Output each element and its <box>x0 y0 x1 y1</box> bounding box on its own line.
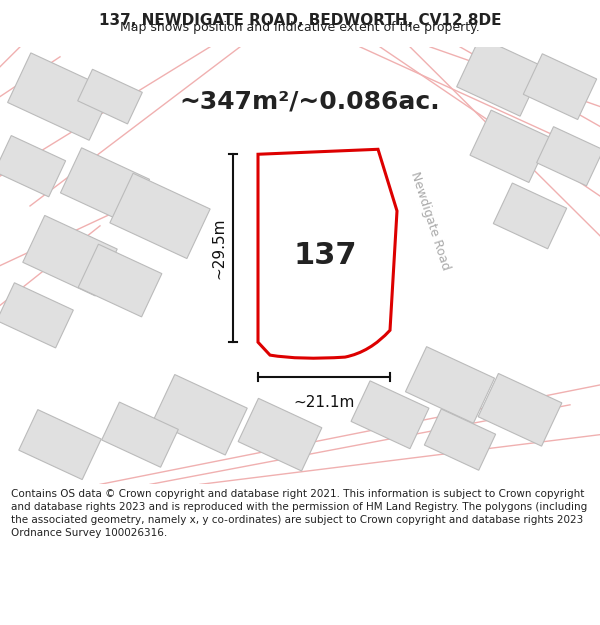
Polygon shape <box>406 347 494 423</box>
Text: 137, NEWDIGATE ROAD, BEDWORTH, CV12 8DE: 137, NEWDIGATE ROAD, BEDWORTH, CV12 8DE <box>99 13 501 28</box>
Polygon shape <box>153 374 247 455</box>
Polygon shape <box>23 216 117 296</box>
Text: ~347m²/~0.086ac.: ~347m²/~0.086ac. <box>179 89 440 114</box>
Polygon shape <box>77 69 142 124</box>
Polygon shape <box>493 183 566 249</box>
Text: ~29.5m: ~29.5m <box>212 217 227 279</box>
Text: Newdigate Road: Newdigate Road <box>408 170 452 272</box>
PathPatch shape <box>258 149 397 358</box>
Polygon shape <box>78 244 162 317</box>
Polygon shape <box>536 127 600 186</box>
Polygon shape <box>101 402 178 468</box>
Polygon shape <box>470 110 550 182</box>
Polygon shape <box>0 282 73 348</box>
Text: Map shows position and indicative extent of the property.: Map shows position and indicative extent… <box>120 21 480 34</box>
Polygon shape <box>523 54 596 119</box>
Polygon shape <box>238 398 322 471</box>
Text: Contains OS data © Crown copyright and database right 2021. This information is : Contains OS data © Crown copyright and d… <box>11 489 587 538</box>
Polygon shape <box>19 409 101 479</box>
Polygon shape <box>457 38 544 116</box>
Polygon shape <box>478 374 562 446</box>
Polygon shape <box>110 173 210 259</box>
Polygon shape <box>424 409 496 470</box>
Polygon shape <box>8 53 112 140</box>
Text: ~21.1m: ~21.1m <box>293 395 355 410</box>
Text: 137: 137 <box>293 241 357 270</box>
Polygon shape <box>61 148 149 224</box>
Polygon shape <box>0 136 65 197</box>
Polygon shape <box>351 381 429 449</box>
